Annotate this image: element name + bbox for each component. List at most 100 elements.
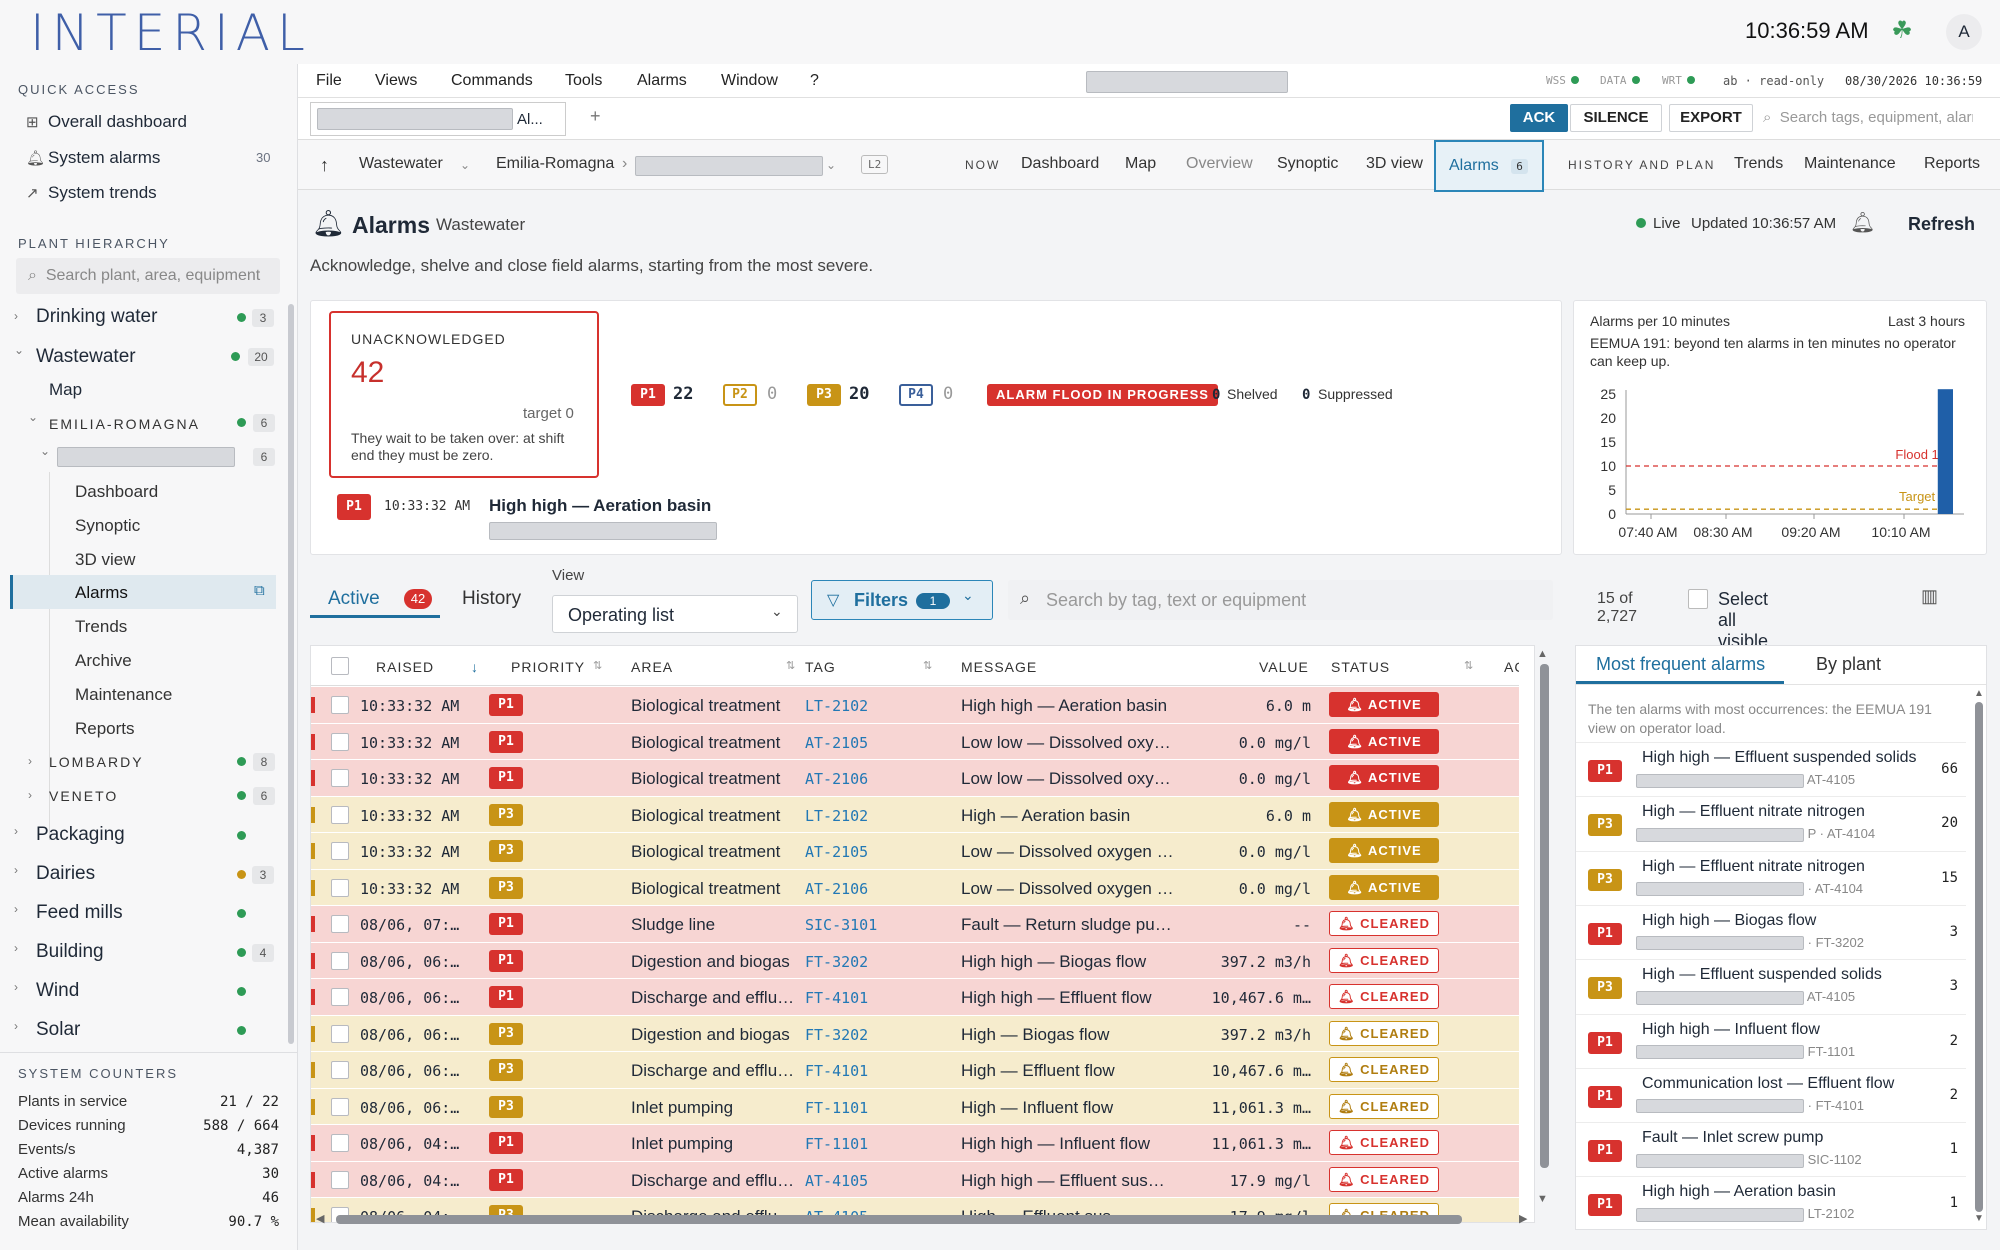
table-row[interactable]: 10:33:32 AM P3 Biological treatment AT-2106… xyxy=(311,868,1534,905)
status-badge[interactable]: 🔔︎ CLEARED xyxy=(1329,1093,1439,1119)
menu-help[interactable]: ? xyxy=(810,72,819,89)
nav-map[interactable]: Map xyxy=(1125,155,1157,172)
table-row[interactable]: 08/06, 04:… P1 Discharge and efflu… AT-4105… xyxy=(311,1160,1534,1197)
status-badge[interactable]: 🔔︎ ACTIVE xyxy=(1329,838,1439,863)
status-badge[interactable]: 🔔︎ CLEARED xyxy=(1329,1166,1439,1192)
open-external-icon[interactable]: ⧉ xyxy=(254,582,265,599)
nav-reports[interactable]: Reports xyxy=(1924,155,1981,172)
redacted-site-name[interactable] xyxy=(57,447,235,467)
cell-tag[interactable]: AT-4105 xyxy=(805,1171,869,1190)
cell-tag[interactable]: AT-2105 xyxy=(805,733,869,752)
col-message[interactable]: MESSAGE xyxy=(961,659,1038,675)
tree-3d-view[interactable]: 3D view xyxy=(75,550,136,569)
row-checkbox[interactable] xyxy=(331,1024,349,1043)
cell-tag[interactable]: FT-3202 xyxy=(805,952,869,971)
menu-commands[interactable]: Commands xyxy=(451,72,533,89)
col-status[interactable]: STATUS xyxy=(1331,659,1391,675)
row-checkbox[interactable] xyxy=(331,1170,349,1189)
menu-views[interactable]: Views xyxy=(375,72,418,89)
select-all-label[interactable]: Select all visible xyxy=(1718,589,1769,651)
filters-button[interactable]: ▽ Filters 1 ⌄ xyxy=(811,580,993,620)
tree-dashboard[interactable]: Dashboard xyxy=(75,482,159,501)
columns-icon[interactable]: ▥ xyxy=(1921,586,1939,606)
view-select[interactable]: Operating list ⌄ xyxy=(552,595,798,633)
cell-tag[interactable]: FT-1101 xyxy=(805,1135,869,1153)
tab-history[interactable]: History xyxy=(462,588,522,609)
refresh-button[interactable]: Refresh xyxy=(1908,214,1976,234)
quick-system-alarms[interactable]: 🔔︎ System alarms xyxy=(26,148,161,167)
col-tag[interactable]: TAG xyxy=(805,659,836,675)
nav-dashboard[interactable]: Dashboard xyxy=(1021,155,1100,172)
status-badge[interactable]: 🔔︎ CLEARED xyxy=(1329,1057,1439,1082)
header-checkbox[interactable] xyxy=(331,657,349,675)
status-badge[interactable]: 🔔︎ ACTIVE xyxy=(1329,801,1439,827)
chevron-right-icon[interactable]: › xyxy=(14,1019,18,1033)
chevron-right-icon[interactable]: › xyxy=(14,941,18,955)
sort-desc-icon[interactable]: ↓ xyxy=(471,659,479,675)
frequent-alarm-item[interactable]: P1 High high — Influent flow FT-1101 2 xyxy=(1576,1013,1966,1068)
nav-3d-view[interactable]: 3D view xyxy=(1366,155,1423,172)
global-search-input[interactable]: ⌕ Search tags, equipment, alarms xyxy=(1763,109,1973,126)
plant-search-input[interactable]: ⌕ Search plant, area, equipment xyxy=(16,258,280,294)
chevron-right-icon[interactable]: › xyxy=(14,902,18,916)
row-checkbox[interactable] xyxy=(331,1097,349,1116)
silence-button[interactable]: SILENCE xyxy=(1570,104,1662,132)
tree-lombardy[interactable]: LOMBARDY xyxy=(49,754,144,770)
sort-icon[interactable]: ⇅ xyxy=(786,660,797,672)
select-all-checkbox[interactable] xyxy=(1688,589,1708,609)
row-checkbox[interactable] xyxy=(331,805,349,824)
cell-tag[interactable]: LT-2102 xyxy=(805,806,869,825)
priority-chip-p4[interactable]: P4 xyxy=(899,384,933,406)
row-checkbox[interactable] xyxy=(331,732,349,751)
frequent-alarm-item[interactable]: P1 Fault — Inlet screw pump SIC-1102 1 xyxy=(1576,1122,1966,1176)
scroll-right-icon[interactable]: ▶ xyxy=(1519,1213,1528,1225)
quick-overall-dashboard[interactable]: ⊞ Overall dashboard xyxy=(26,112,187,131)
cell-tag[interactable]: AT-2106 xyxy=(805,879,869,898)
col-raised[interactable]: RAISED xyxy=(376,659,435,675)
scroll-left-icon[interactable]: ◀ xyxy=(316,1213,325,1225)
tab-active[interactable]: Active 42 xyxy=(310,586,440,618)
tab-most-frequent[interactable]: Most frequent alarms xyxy=(1576,646,1784,684)
menu-alarms[interactable]: Alarms xyxy=(637,72,687,89)
shelved-label[interactable]: Shelved xyxy=(1227,386,1278,402)
panel-scrollbar[interactable] xyxy=(1975,702,1983,1212)
row-checkbox[interactable] xyxy=(331,1134,349,1152)
cell-tag[interactable]: SIC-3101 xyxy=(805,916,878,934)
chevron-right-icon[interactable]: › xyxy=(14,980,18,994)
cell-tag[interactable]: AT-2105 xyxy=(805,843,869,861)
tree-emilia-romagna[interactable]: EMILIA-ROMAGNA xyxy=(49,416,200,432)
menu-window[interactable]: Window xyxy=(721,72,778,89)
chevron-right-icon[interactable]: › xyxy=(14,863,18,877)
chevron-down-icon[interactable]: ⌄ xyxy=(14,343,25,357)
row-checkbox[interactable] xyxy=(331,769,349,787)
status-badge[interactable]: 🔔︎ CLEARED xyxy=(1329,947,1439,973)
cell-tag[interactable]: FT-4101 xyxy=(805,1062,869,1080)
chevron-down-icon[interactable]: ⌄ xyxy=(460,158,471,172)
scroll-up-icon[interactable]: ▲ xyxy=(1537,648,1548,660)
table-row[interactable]: 10:33:32 AM P1 Biological treatment AT-2106… xyxy=(311,759,1534,796)
tree-building[interactable]: Building xyxy=(36,941,104,962)
status-badge[interactable]: 🔔︎ CLEARED xyxy=(1329,1130,1439,1155)
add-tab-button[interactable]: + xyxy=(590,106,601,126)
row-checkbox[interactable] xyxy=(331,1061,349,1079)
frequent-alarm-item[interactable]: P3 High — Effluent suspended solids AT-41… xyxy=(1576,959,1966,1013)
row-checkbox[interactable] xyxy=(331,988,349,1006)
chevron-down-icon[interactable]: ⌄ xyxy=(28,410,39,424)
tree-alarms-selected[interactable] xyxy=(10,575,276,609)
tree-trends[interactable]: Trends xyxy=(75,617,128,636)
priority-chip-p1[interactable]: P1 xyxy=(631,384,665,406)
cell-tag[interactable]: FT-4101 xyxy=(805,989,869,1007)
scroll-down-icon[interactable]: ▼ xyxy=(1974,1213,1984,1224)
table-row[interactable]: 10:33:32 AM P3 Biological treatment LT-2102… xyxy=(311,795,1534,832)
table-row[interactable]: 08/06, 06:… P1 Discharge and efflu… FT-4101… xyxy=(311,978,1534,1015)
doc-tab[interactable]: Al... xyxy=(310,102,566,136)
frequent-alarm-item[interactable]: P1 Communication lost — Effluent flow · F… xyxy=(1576,1067,1966,1122)
priority-chip-p2[interactable]: P2 xyxy=(723,384,757,406)
tree-dairies[interactable]: Dairies xyxy=(36,863,96,884)
sort-icon[interactable]: ⇅ xyxy=(593,660,604,672)
table-row[interactable]: 08/06, 06:… P3 Discharge and efflu… FT-4101… xyxy=(311,1051,1534,1088)
tree-maintenance[interactable]: Maintenance xyxy=(75,685,173,704)
row-checkbox[interactable] xyxy=(331,696,349,714)
nav-trends[interactable]: Trends xyxy=(1734,155,1784,172)
sort-icon[interactable]: ⇅ xyxy=(923,660,934,672)
